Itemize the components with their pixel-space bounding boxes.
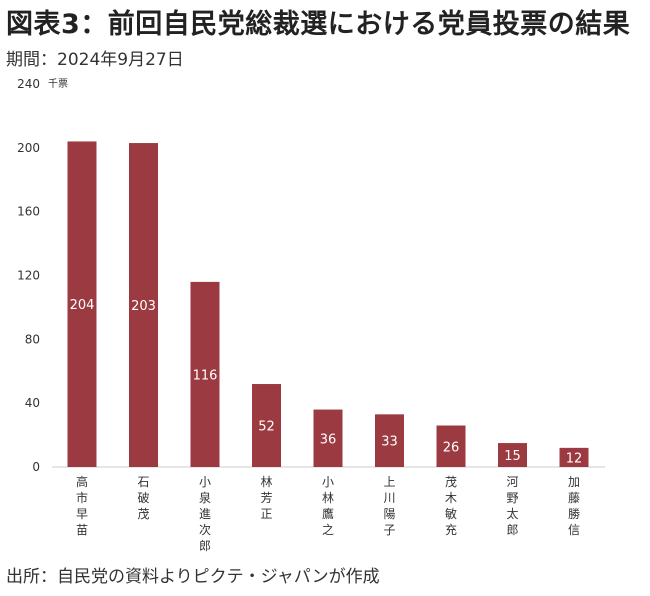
y-tick-label: 40 bbox=[25, 396, 40, 410]
category-label: 高市早苗 bbox=[76, 474, 88, 537]
category-label: 茂木敏充 bbox=[445, 475, 457, 537]
bar bbox=[252, 384, 281, 467]
bar-value-label: 26 bbox=[443, 440, 460, 455]
category-label: 上川陽子 bbox=[383, 475, 395, 537]
bar bbox=[190, 281, 220, 467]
bar bbox=[313, 409, 343, 467]
y-tick-label: 120 bbox=[17, 269, 40, 283]
bar-value-label: 15 bbox=[504, 449, 521, 464]
category-label: 林芳正 bbox=[260, 475, 272, 521]
period-label: 期間：2024年9月27日 bbox=[6, 50, 184, 70]
bar-value-label: 52 bbox=[258, 420, 275, 435]
category-label: 河野太郎 bbox=[506, 475, 518, 537]
bar bbox=[559, 447, 589, 467]
bar bbox=[436, 425, 466, 467]
bar-value-label: 116 bbox=[193, 368, 218, 383]
source-note: 出所：自民党の資料よりピクテ・ジャパンが作成 bbox=[6, 567, 380, 587]
category-label: 小泉進次郎 bbox=[199, 475, 211, 553]
category-label: 小林鷹之 bbox=[322, 475, 334, 537]
y-axis-unit: 千票 bbox=[48, 79, 68, 90]
bar bbox=[67, 141, 97, 467]
y-tick-label: 240 bbox=[17, 77, 40, 91]
bar bbox=[375, 414, 404, 467]
bar bbox=[498, 443, 527, 467]
y-tick-label: 80 bbox=[25, 332, 40, 346]
y-tick-label: 160 bbox=[17, 205, 40, 219]
chart-title: 図表3：前回自民党総裁選における党員投票の結果 bbox=[6, 9, 631, 40]
bar-value-label: 204 bbox=[70, 298, 95, 313]
bar-value-label: 203 bbox=[131, 299, 156, 314]
bar-value-label: 36 bbox=[320, 432, 337, 447]
category-label: 加藤勝信 bbox=[568, 475, 580, 537]
category-label: 石破茂 bbox=[137, 475, 149, 521]
bar-value-label: 12 bbox=[566, 451, 583, 466]
y-tick-label: 0 bbox=[32, 460, 40, 474]
y-tick-label: 200 bbox=[17, 141, 40, 155]
bar bbox=[129, 143, 158, 467]
bar-value-label: 33 bbox=[381, 435, 398, 450]
